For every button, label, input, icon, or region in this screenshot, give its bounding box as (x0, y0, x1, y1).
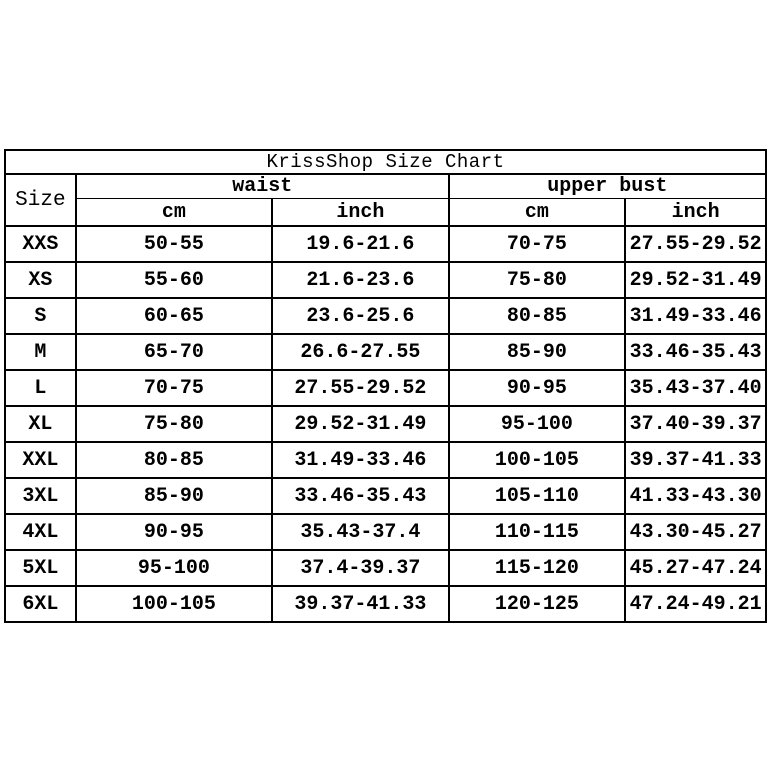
table-row: 4XL 90-95 35.43-37.4 110-115 43.30-45.27 (4, 513, 767, 551)
bust-inch-value: 29.52-31.49 (624, 261, 767, 299)
section-header-upper-bust: upper bust (447, 173, 768, 199)
bust-cm-value: 110-115 (447, 513, 627, 551)
size-label: L (4, 369, 77, 407)
table-row: M 65-70 26.6-27.55 85-90 33.46-35.43 (4, 333, 767, 371)
waist-inch-value: 27.55-29.52 (271, 369, 450, 407)
bust-cm-value: 120-125 (447, 585, 627, 623)
size-label: XXS (4, 225, 77, 263)
waist-cm-value: 75-80 (74, 405, 274, 443)
unit-header-row: cm inch cm inch (5, 198, 767, 227)
table-row: 5XL 95-100 37.4-39.37 115-120 45.27-47.2… (4, 549, 767, 587)
bust-inch-value: 45.27-47.24 (624, 549, 767, 587)
waist-cm-value: 85-90 (74, 477, 274, 515)
waist-cm-value: 70-75 (74, 369, 274, 407)
unit-header-bust-cm: cm (447, 198, 627, 227)
unit-header-waist-cm: cm (74, 198, 274, 227)
bust-inch-value: 39.37-41.33 (624, 441, 767, 479)
table-row: S 60-65 23.6-25.6 80-85 31.49-33.46 (4, 297, 767, 335)
unit-header-waist-inch: inch (271, 198, 450, 227)
size-column-header: Size (4, 173, 77, 227)
waist-cm-value: 80-85 (74, 441, 274, 479)
table-row: L 70-75 27.55-29.52 90-95 35.43-37.40 (4, 369, 767, 407)
size-label: XS (4, 261, 77, 299)
size-label: XL (4, 405, 77, 443)
bust-inch-value: 31.49-33.46 (624, 297, 767, 335)
table-row: XL 75-80 29.52-31.49 95-100 37.40-39.37 (4, 405, 767, 443)
bust-cm-value: 115-120 (447, 549, 627, 587)
waist-inch-value: 29.52-31.49 (271, 405, 450, 443)
bust-cm-value: 90-95 (447, 369, 627, 407)
waist-cm-value: 65-70 (74, 333, 274, 371)
section-header-row: Size waist upper bust (4, 173, 768, 227)
bust-inch-value: 47.24-49.21 (624, 585, 767, 623)
table-row: 6XL 100-105 39.37-41.33 120-125 47.24-49… (4, 585, 767, 623)
bust-cm-value: 95-100 (447, 405, 627, 443)
waist-cm-value: 60-65 (74, 297, 274, 335)
size-label: S (4, 297, 77, 335)
bust-cm-value: 105-110 (447, 477, 627, 515)
title-row: KrissShop Size Chart (4, 149, 767, 175)
waist-inch-value: 19.6-21.6 (271, 225, 450, 263)
waist-inch-value: 31.49-33.46 (271, 441, 450, 479)
size-label: 5XL (4, 549, 77, 587)
waist-inch-value: 33.46-35.43 (271, 477, 450, 515)
bust-cm-value: 70-75 (447, 225, 627, 263)
unit-header-bust-inch: inch (624, 198, 767, 227)
size-label: XXL (4, 441, 77, 479)
size-label: M (4, 333, 77, 371)
waist-inch-value: 23.6-25.6 (271, 297, 450, 335)
bust-inch-value: 27.55-29.52 (624, 225, 767, 263)
table-row: XXS 50-55 19.6-21.6 70-75 27.55-29.52 (4, 225, 767, 263)
table-row: XS 55-60 21.6-23.6 75-80 29.52-31.49 (4, 261, 767, 299)
waist-cm-value: 100-105 (74, 585, 274, 623)
size-label: 3XL (4, 477, 77, 515)
waist-inch-value: 26.6-27.55 (271, 333, 450, 371)
bust-cm-value: 80-85 (447, 297, 627, 335)
waist-cm-value: 90-95 (74, 513, 274, 551)
table-row: XXL 80-85 31.49-33.46 100-105 39.37-41.3… (4, 441, 767, 479)
bust-inch-value: 37.40-39.37 (624, 405, 767, 443)
chart-title: KrissShop Size Chart (4, 149, 767, 175)
bust-inch-value: 43.30-45.27 (624, 513, 767, 551)
waist-inch-value: 35.43-37.4 (271, 513, 450, 551)
size-label: 4XL (4, 513, 77, 551)
waist-inch-value: 39.37-41.33 (271, 585, 450, 623)
bust-inch-value: 35.43-37.40 (624, 369, 767, 407)
bust-inch-value: 41.33-43.30 (624, 477, 767, 515)
bust-cm-value: 85-90 (447, 333, 627, 371)
section-header-waist: waist (74, 173, 450, 199)
size-chart-table: KrissShop Size Chart Size waist upper bu… (4, 149, 768, 623)
bust-inch-value: 33.46-35.43 (624, 333, 767, 371)
size-label: 6XL (4, 585, 77, 623)
waist-inch-value: 21.6-23.6 (271, 261, 450, 299)
bust-cm-value: 100-105 (447, 441, 627, 479)
waist-inch-value: 37.4-39.37 (271, 549, 450, 587)
waist-cm-value: 95-100 (74, 549, 274, 587)
waist-cm-value: 50-55 (74, 225, 274, 263)
bust-cm-value: 75-80 (447, 261, 627, 299)
waist-cm-value: 55-60 (74, 261, 274, 299)
table-row: 3XL 85-90 33.46-35.43 105-110 41.33-43.3… (4, 477, 767, 515)
